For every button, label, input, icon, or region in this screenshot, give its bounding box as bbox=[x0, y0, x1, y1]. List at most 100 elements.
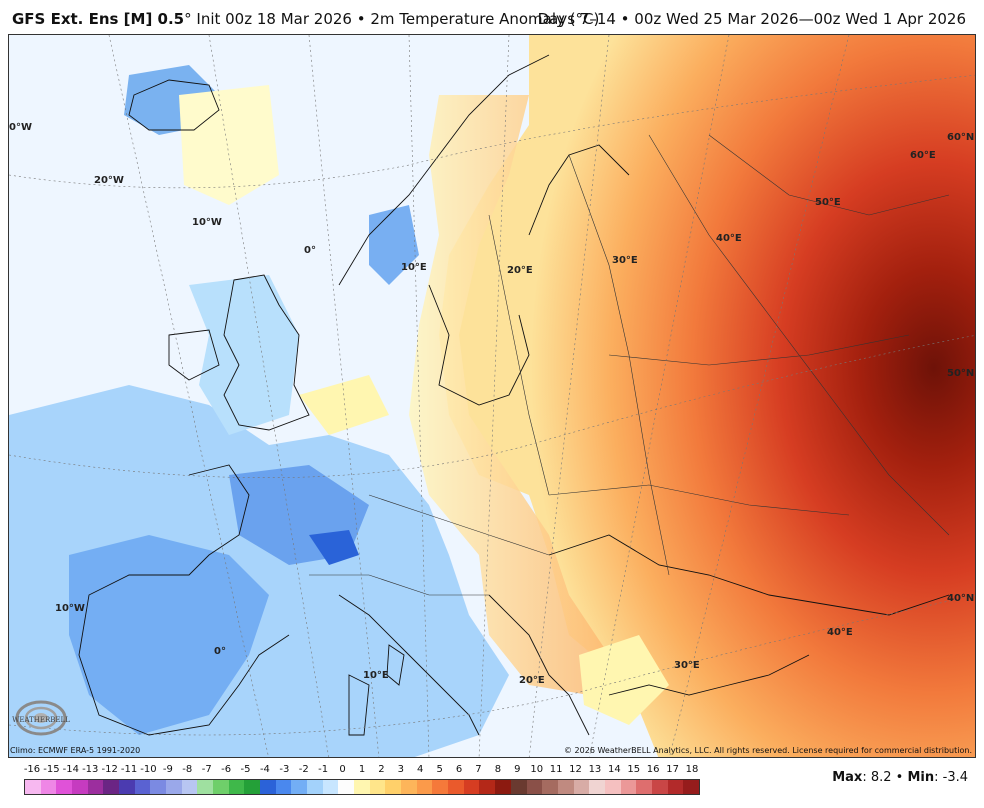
norway-cool-area bbox=[369, 205, 419, 285]
legend-tick-label: 4 bbox=[417, 764, 424, 775]
legend-tick-label: -9 bbox=[162, 764, 173, 775]
lon-label-40e-south: 40°E bbox=[827, 627, 853, 638]
legend-tick-label: 5 bbox=[436, 764, 443, 775]
legend-swatch bbox=[181, 780, 198, 794]
legend-swatch bbox=[260, 780, 276, 794]
legend-swatch bbox=[589, 780, 605, 794]
legend-tick-label: 2 bbox=[378, 764, 385, 775]
legend-tick-label: -16 bbox=[23, 764, 41, 775]
legend-swatch bbox=[448, 780, 464, 794]
legend-tick-label: 16 bbox=[646, 764, 660, 775]
legend-swatch bbox=[510, 780, 527, 794]
color-legend: -16 -15 -14 -13 -12 -11 -10 -9 -8 -7 -6 -5 -4 -3 -2 -1 0… bbox=[24, 764, 700, 795]
min-label: Min bbox=[907, 770, 935, 785]
legend-swatch bbox=[275, 780, 292, 794]
maxmin-separator: • bbox=[891, 770, 908, 785]
legend-tick-labels: -16 -15 -14 -13 -12 -11 -10 -9 -8 -7 -6 -5 -4 -3 -2 -1 0… bbox=[24, 764, 700, 778]
legend-tick-label: 17 bbox=[666, 764, 679, 775]
legend-swatch bbox=[119, 780, 135, 794]
lon-label-20e-north: 20°E bbox=[507, 265, 533, 276]
anomaly-map: 0°W 20°W 10°W 0° 10°E 20°E 30°E 40°E 50°… bbox=[9, 35, 975, 757]
legend-tick-label: 6 bbox=[455, 764, 463, 775]
lon-label-30e-north: 30°E bbox=[612, 255, 638, 266]
lon-label-60e: 60°E bbox=[910, 150, 936, 161]
legend-swatch bbox=[573, 780, 590, 794]
map-title: GFS Ext. Ens [M] 0.5° Init 00z 18 Mar 20… bbox=[12, 10, 599, 28]
lon-label-50e: 50°E bbox=[815, 197, 841, 208]
legend-swatch bbox=[228, 780, 245, 794]
legend-swatch bbox=[526, 780, 543, 794]
legend-swatch bbox=[244, 780, 261, 794]
climo-note: Climo: ECMWF ERA-5 1991-2020 bbox=[10, 746, 141, 755]
legend-tick-label: -4 bbox=[259, 764, 270, 775]
legend-swatch bbox=[291, 780, 308, 794]
lon-label-10w-south: 10°W bbox=[55, 603, 85, 614]
legend-color-bar bbox=[24, 779, 700, 795]
uk-cool-area bbox=[189, 275, 299, 435]
legend-swatch bbox=[667, 780, 684, 794]
north-sea-warm-patch bbox=[299, 375, 389, 435]
legend-tick-label: 12 bbox=[569, 764, 582, 775]
legend-swatch bbox=[604, 780, 621, 794]
lon-label-30e-south: 30°E bbox=[674, 660, 700, 671]
legend-swatch bbox=[416, 780, 433, 794]
legend-tick-label: 0 bbox=[339, 764, 346, 775]
balkans-warm-patch bbox=[579, 635, 669, 725]
variable-name: 2m Temperature Anomaly (°C) bbox=[370, 10, 600, 28]
legend-tick-label: -1 bbox=[318, 764, 329, 775]
legend-swatch bbox=[87, 780, 104, 794]
map-panel: 0°W 20°W 10°W 0° 10°E 20°E 30°E 40°E 50°… bbox=[8, 34, 976, 758]
lon-label-20w: 20°W bbox=[94, 175, 124, 186]
lat-label-50n: 50°N bbox=[947, 368, 974, 379]
lon-label-10e-north: 10°E bbox=[401, 262, 427, 273]
legend-swatch bbox=[495, 780, 511, 794]
lat-label-40n: 40°N bbox=[947, 593, 974, 604]
legend-swatch bbox=[479, 780, 496, 794]
map-header: GFS Ext. Ens [M] 0.5° Init 00z 18 Mar 20… bbox=[0, 0, 984, 34]
legend-swatch bbox=[166, 780, 182, 794]
legend-swatch bbox=[197, 780, 214, 794]
legend-tick-label: 13 bbox=[588, 764, 602, 775]
legend-tick-label: -7 bbox=[201, 764, 212, 775]
lon-label-0w-top: 0°W bbox=[9, 122, 32, 133]
legend-swatch bbox=[385, 780, 402, 794]
legend-tick-label: 1 bbox=[358, 764, 366, 775]
legend-tick-label: 9 bbox=[514, 764, 521, 775]
legend-tick-label: 15 bbox=[627, 764, 641, 775]
legend-swatch bbox=[134, 780, 151, 794]
warm-anomaly-region bbox=[439, 35, 975, 757]
title-separator: • bbox=[356, 10, 366, 28]
legend-tick-label: -11 bbox=[120, 764, 138, 775]
legend-tick-label: -10 bbox=[140, 764, 157, 775]
model-name: GFS Ext. Ens [M] 0.5 bbox=[12, 10, 185, 28]
legend-tick-label: 8 bbox=[494, 764, 502, 775]
legend-swatch bbox=[103, 780, 120, 794]
legend-swatch bbox=[432, 780, 449, 794]
init-time: Init 00z 18 Mar 2026 bbox=[196, 10, 352, 28]
legend-tick-label: -5 bbox=[240, 764, 251, 775]
legend-tick-label: 11 bbox=[549, 764, 563, 775]
north-atlantic-warm-patch bbox=[179, 85, 279, 205]
max-value: : 8.2 bbox=[862, 770, 892, 785]
swirl-logo-icon: WEATHERBELL bbox=[12, 700, 70, 736]
legend-swatch bbox=[307, 780, 323, 794]
lon-label-10e-south: 10°E bbox=[363, 670, 389, 681]
cool-core-iberia bbox=[69, 535, 269, 735]
legend-tick-label: 18 bbox=[685, 764, 699, 775]
legend-swatch bbox=[354, 780, 370, 794]
legend-tick-label: 3 bbox=[397, 764, 404, 775]
legend-tick-label: -12 bbox=[101, 764, 118, 775]
legend-swatch bbox=[620, 780, 637, 794]
lon-label-0-south: 0° bbox=[214, 646, 226, 657]
legend-tick-label: -13 bbox=[82, 764, 99, 775]
legend-swatch bbox=[56, 780, 73, 794]
valid-period: Days 7–14 • 00z Wed 25 Mar 2026—00z Wed … bbox=[537, 10, 966, 28]
graticule bbox=[9, 35, 975, 757]
legend-tick-label: 14 bbox=[607, 764, 621, 775]
cool-min-spot bbox=[309, 530, 359, 565]
legend-tick-label: -14 bbox=[62, 764, 79, 775]
legend-tick-label: -2 bbox=[298, 764, 309, 775]
legend-swatch bbox=[338, 780, 355, 794]
legend-swatch bbox=[651, 780, 668, 794]
legend-tick-label: 10 bbox=[530, 764, 544, 775]
